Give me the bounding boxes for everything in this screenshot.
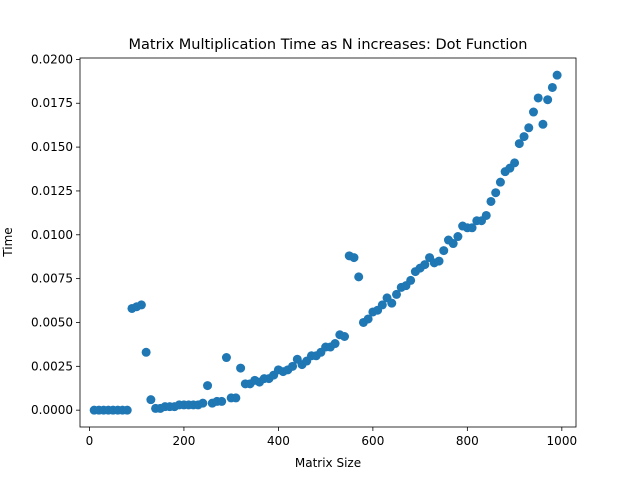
- y-tick-label: 0.0200: [31, 52, 73, 66]
- x-tick-label: 600: [361, 434, 384, 448]
- data-point: [533, 93, 543, 103]
- data-point: [340, 332, 350, 342]
- data-point: [552, 70, 562, 80]
- data-point: [363, 314, 373, 324]
- data-point: [439, 246, 449, 256]
- y-tick-label: 0.0100: [31, 228, 73, 242]
- data-point: [543, 95, 553, 105]
- x-tick-label: 400: [267, 434, 290, 448]
- y-tick-label: 0.0025: [31, 359, 73, 373]
- data-point: [217, 396, 227, 406]
- data-point: [198, 398, 208, 408]
- data-point: [141, 347, 151, 357]
- data-point: [453, 232, 463, 242]
- x-tick-label: 0: [86, 434, 94, 448]
- data-point: [377, 300, 387, 310]
- data-point: [448, 239, 458, 249]
- y-tick-label: 0.0125: [31, 184, 73, 198]
- data-point: [354, 272, 364, 282]
- axes-frame: [79, 57, 577, 428]
- data-point: [481, 210, 491, 220]
- data-point: [146, 395, 156, 405]
- data-point: [524, 123, 534, 133]
- y-axis-label: Time: [1, 227, 15, 257]
- data-point: [221, 353, 231, 363]
- data-point: [434, 256, 444, 266]
- y-tick-label: 0.0000: [31, 403, 73, 417]
- data-point: [495, 177, 505, 187]
- x-axis: 0 200 400 600 800 1000: [86, 427, 577, 448]
- y-tick-label: 0.0075: [31, 272, 73, 286]
- y-tick-label: 0.0175: [31, 96, 73, 110]
- data-point: [231, 393, 241, 403]
- data-point: [519, 132, 529, 142]
- data-point: [288, 361, 298, 371]
- data-point: [387, 298, 397, 308]
- x-axis-label: Matrix Size: [295, 456, 361, 470]
- data-point: [491, 188, 501, 198]
- data-point: [349, 253, 359, 263]
- data-point: [528, 107, 538, 117]
- y-tick-label: 0.0150: [31, 140, 73, 154]
- data-point: [510, 158, 520, 168]
- y-tick-label: 0.0050: [31, 315, 73, 329]
- data-point: [203, 381, 213, 391]
- data-point: [122, 405, 132, 415]
- x-tick-label: 800: [456, 434, 479, 448]
- data-point: [136, 300, 146, 310]
- data-point: [236, 363, 246, 373]
- data-point: [420, 260, 430, 270]
- x-tick-label: 1000: [547, 434, 578, 448]
- data-point: [514, 139, 524, 149]
- y-axis: 0.0000 0.0025 0.0050 0.0075 0.0100 0.0125 0.01…: [31, 52, 80, 417]
- data-point: [486, 196, 496, 206]
- chart-title: Matrix Multiplication Time as N increase…: [129, 37, 528, 53]
- x-tick-label: 200: [172, 434, 195, 448]
- data-point: [467, 223, 477, 233]
- data-point: [330, 339, 340, 349]
- data-point: [547, 82, 557, 92]
- data-point: [391, 289, 401, 299]
- data-point: [406, 275, 416, 285]
- plot-area: [89, 70, 562, 415]
- data-point: [538, 119, 548, 129]
